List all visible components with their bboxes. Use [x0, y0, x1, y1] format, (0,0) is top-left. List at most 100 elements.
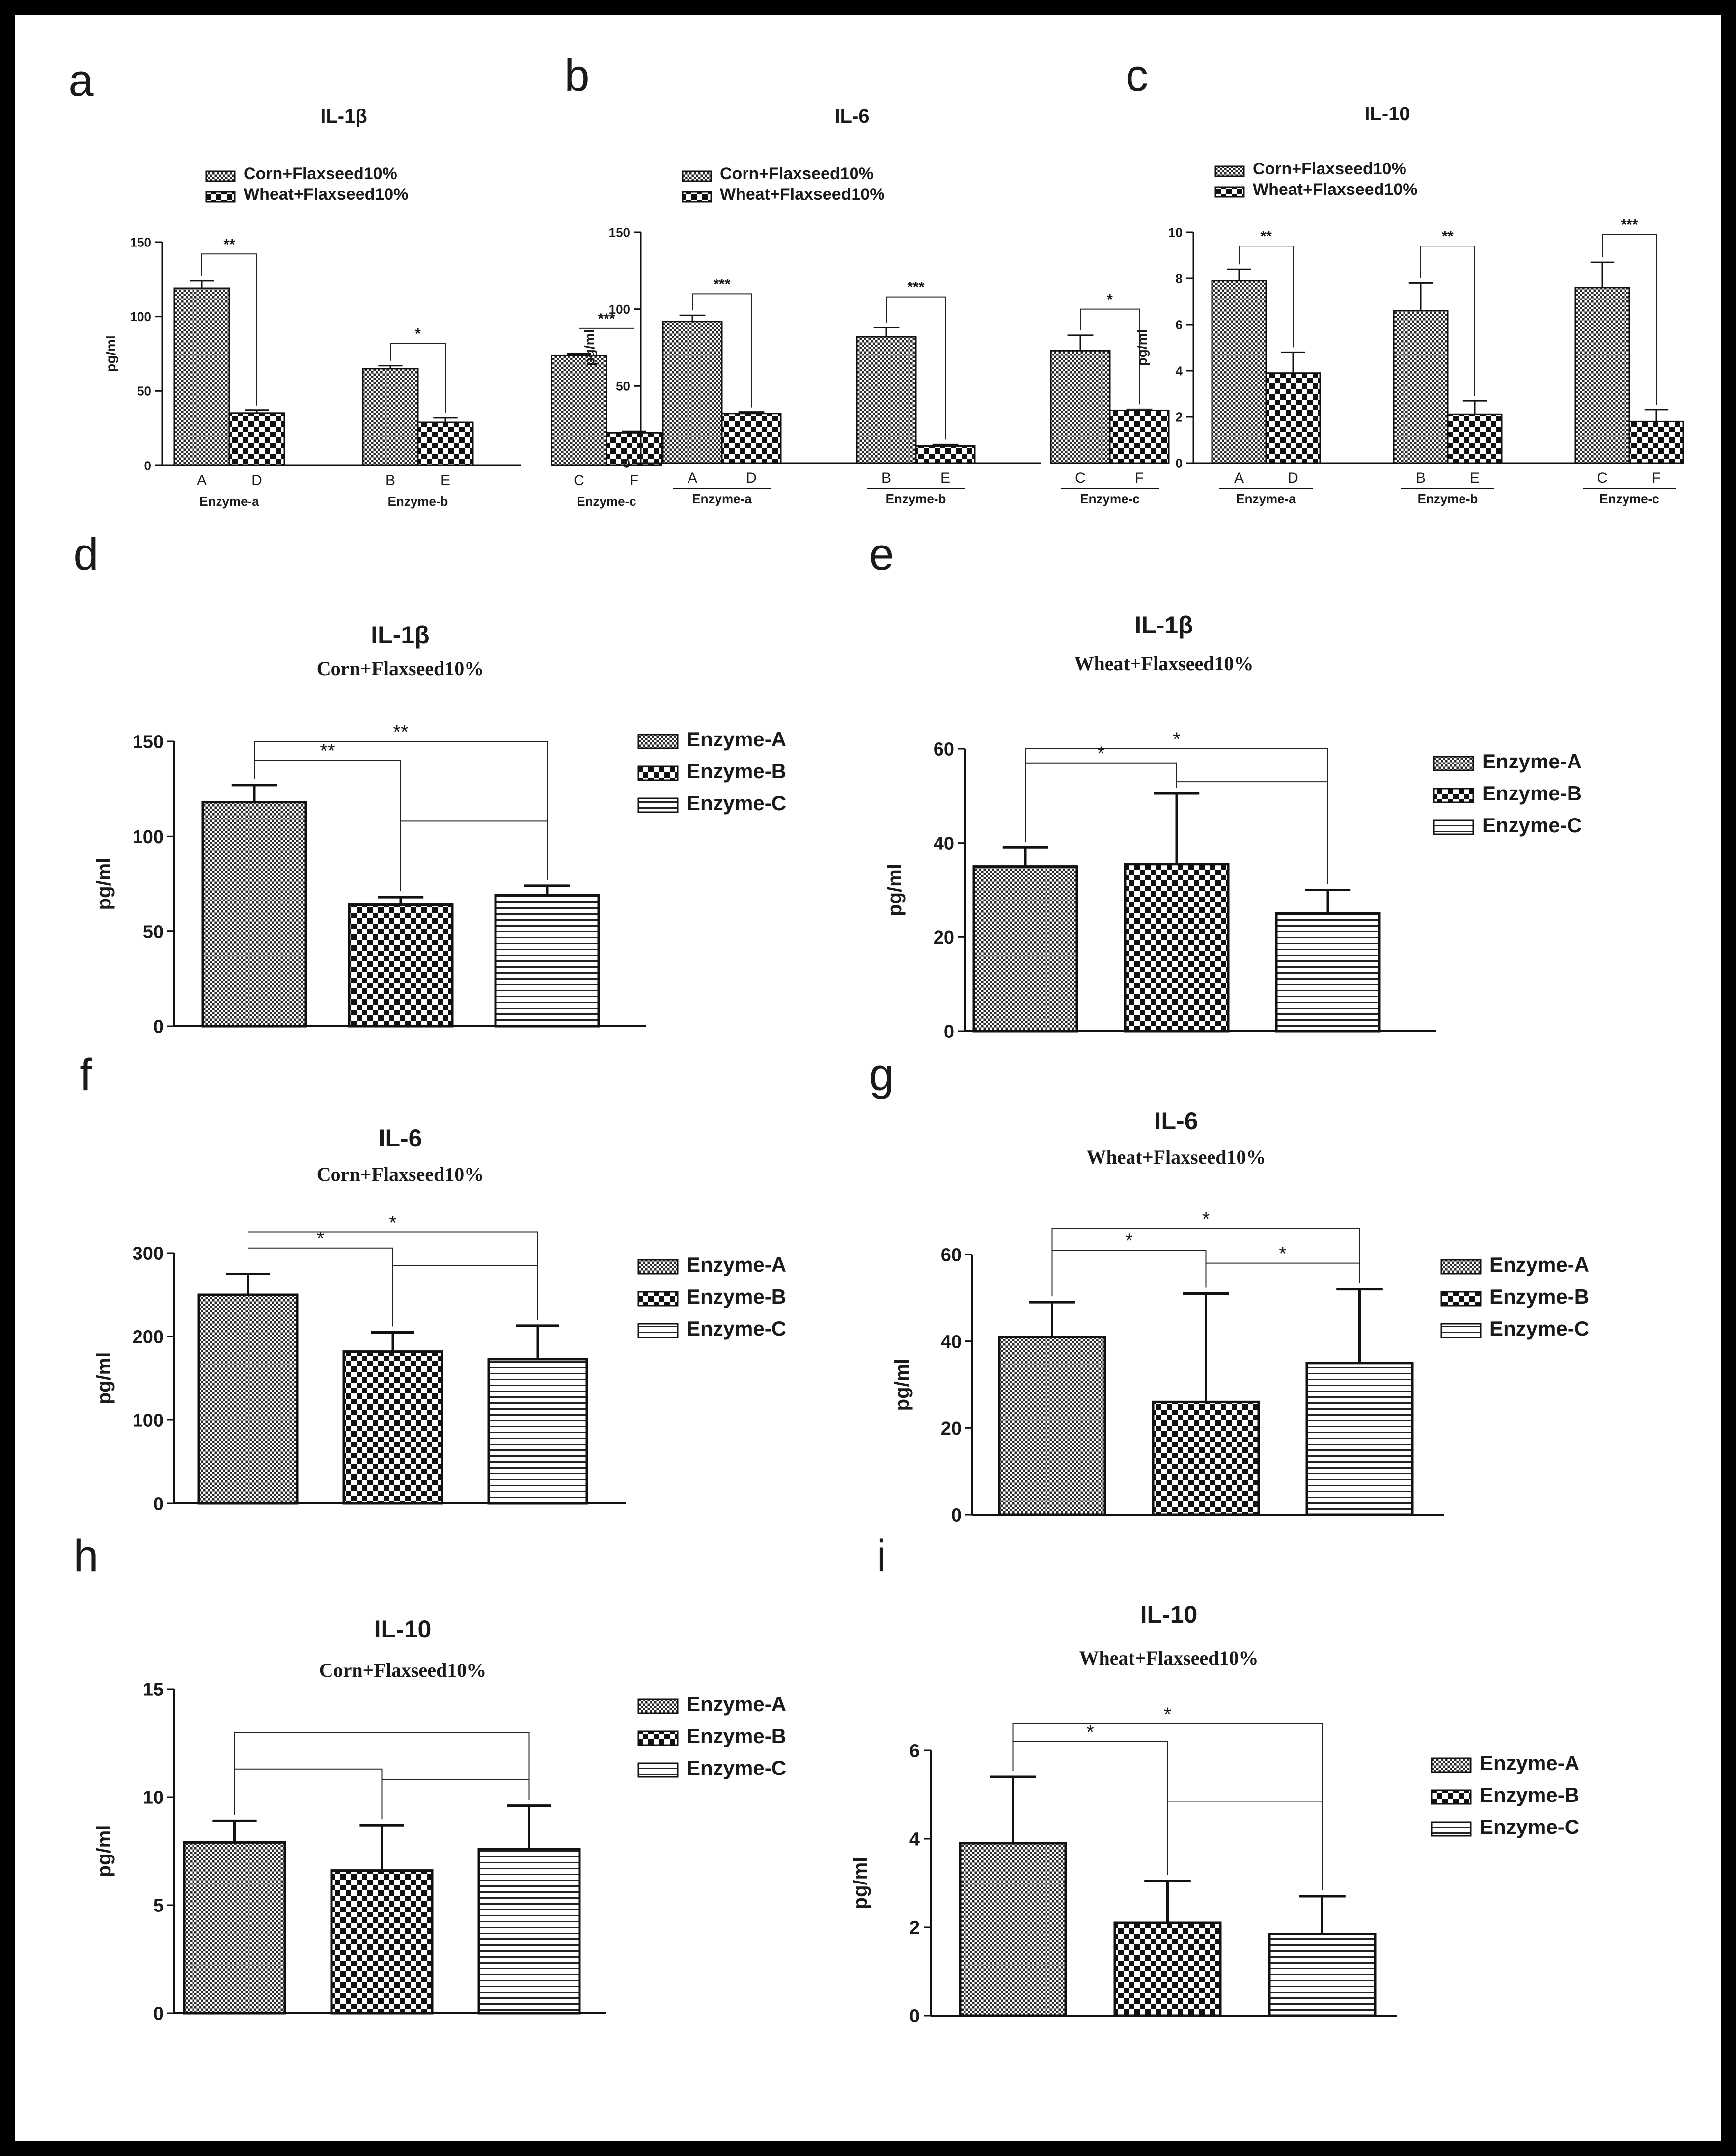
panel-letter: b [564, 51, 589, 101]
legend-label: Enzyme-A [1480, 1751, 1579, 1774]
y-tick-label: 20 [934, 928, 954, 948]
legend-label: Enzyme-B [1480, 1783, 1579, 1806]
y-tick-label: 2 [1176, 409, 1183, 424]
panel-f: f IL-6 Corn+Flaxseed10% 0 100 200 300 pg/ml * * En… [80, 1050, 786, 1515]
sig-stars: * [389, 1212, 397, 1234]
legend-swatch [1440, 1291, 1482, 1307]
legend-swatch [637, 1698, 679, 1714]
bar [972, 865, 1078, 1033]
x-tick-label: C [1075, 470, 1086, 486]
legend-label: Enzyme-C [1489, 1317, 1589, 1340]
y-tick-label: 10 [143, 1788, 164, 1808]
sig-bracket [234, 1768, 383, 1820]
y-tick-label: 0 [909, 2006, 920, 2027]
group-label: Enzyme-c [1080, 491, 1139, 506]
legend-swatch [637, 734, 679, 749]
panel-letter: d [73, 529, 98, 579]
y-axis-label: pg/ml [1134, 329, 1150, 366]
y-tick-label: 8 [1176, 271, 1183, 286]
legend-label: Wheat+Flaxseed10% [1253, 180, 1417, 199]
x-tick-label: E [441, 472, 450, 489]
chart-title: IL-1β [1134, 611, 1193, 639]
y-axis-label: pg/ml [582, 329, 597, 366]
bar [1574, 287, 1630, 464]
group-label: Enzyme-b [388, 494, 448, 509]
y-tick-label: 100 [609, 302, 630, 317]
legend-swatch [1431, 1789, 1472, 1805]
legend-label: Enzyme-A [687, 728, 786, 751]
sig-bracket [1013, 1741, 1168, 1875]
legend-label: Enzyme-C [1482, 814, 1582, 837]
y-axis-label: pg/ml [93, 1352, 115, 1405]
y-tick-label: 50 [616, 379, 630, 394]
sig-stars: * [1164, 1704, 1172, 1725]
bar [1305, 1362, 1414, 1516]
y-tick-label: 60 [934, 739, 954, 760]
sig-bracket [579, 327, 634, 427]
sig-bracket [1025, 748, 1328, 884]
legend-swatch [682, 170, 712, 182]
panel-e: e IL-1β Wheat+Flaxseed10% 0 20 40 60 pg/ml * * Enz… [869, 529, 1582, 1042]
bar [1113, 1921, 1222, 2017]
panel-letter: g [869, 1050, 894, 1100]
legend-swatch [1433, 788, 1474, 803]
group-label: Enzyme-b [1418, 491, 1478, 506]
y-tick-label: 5 [153, 1896, 164, 1916]
legend-label: Enzyme-C [687, 1756, 786, 1779]
sig-bracket [1052, 1250, 1207, 1288]
panel-letter: h [73, 1531, 98, 1581]
y-tick-label: 4 [1176, 363, 1183, 378]
x-tick-label: E [940, 470, 950, 486]
sig-stars: * [1107, 292, 1113, 308]
legend-label: Corn+Flaxseed10% [1253, 160, 1406, 178]
y-tick-label: 0 [144, 458, 151, 473]
sig-stars: ** [320, 740, 335, 762]
panel-letter: e [869, 529, 894, 579]
sig-stars: *** [1621, 217, 1638, 233]
group-label: Enzyme-b [886, 491, 946, 506]
panel-letter: a [68, 55, 94, 106]
panel-i: i IL-10 Wheat+Flaxseed10% 0 2 4 6 pg/ml * * Enzyme… [850, 1531, 1579, 2027]
sig-bracket [1239, 246, 1294, 348]
y-axis-label: pg/ml [103, 335, 118, 372]
y-tick-label: 10 [1168, 225, 1183, 240]
sig-stars: ** [1260, 228, 1272, 245]
legend-swatch [1440, 1323, 1482, 1338]
sig-bracket [390, 343, 446, 413]
bar [1628, 420, 1684, 464]
panel-letter: f [80, 1050, 92, 1100]
panel-letter: i [877, 1531, 886, 1581]
legend-swatch [637, 765, 679, 781]
bar [915, 445, 976, 464]
y-axis-label: pg/ml [884, 864, 906, 916]
y-tick-label: 100 [133, 827, 164, 847]
sig-bracket [1012, 1723, 1323, 1890]
y-tick-label: 20 [941, 1419, 962, 1439]
y-tick-label: 150 [130, 235, 151, 249]
x-tick-label: E [1470, 470, 1480, 486]
panel-h: h IL-10 Corn+Flaxseed10% 0 5 10 15 pg/ml Enzyme-… [73, 1531, 786, 2024]
sig-bracket [1080, 308, 1140, 405]
chart-title: IL-10 [374, 1615, 432, 1643]
chart-title: IL-1β [371, 621, 429, 649]
bar [606, 432, 662, 466]
legend-label: Corn+Flaxseed10% [244, 164, 397, 183]
sig-bracket [1025, 762, 1177, 788]
legend-swatch [637, 1259, 679, 1275]
legend-swatch [1214, 186, 1245, 198]
legend-swatch [1431, 1821, 1472, 1837]
y-tick-label: 6 [909, 1741, 920, 1762]
sig-bracket [201, 253, 257, 406]
sig-stars: * [1202, 1208, 1210, 1230]
panel-a: a IL-1β 0 50 100 150 pg/ml A D B E C F Enzyme-a Enzyme… [68, 55, 662, 509]
sig-stars: * [317, 1228, 325, 1250]
x-tick-label: A [197, 472, 207, 489]
sig-bracket [248, 1247, 393, 1327]
bar [362, 368, 419, 466]
y-tick-label: 0 [153, 1017, 164, 1037]
bar [183, 1841, 286, 2015]
y-tick-label: 100 [133, 1411, 164, 1431]
chart-title: IL-6 [379, 1124, 422, 1152]
bar [348, 903, 454, 1028]
chart-title: IL-10 [1140, 1601, 1198, 1628]
